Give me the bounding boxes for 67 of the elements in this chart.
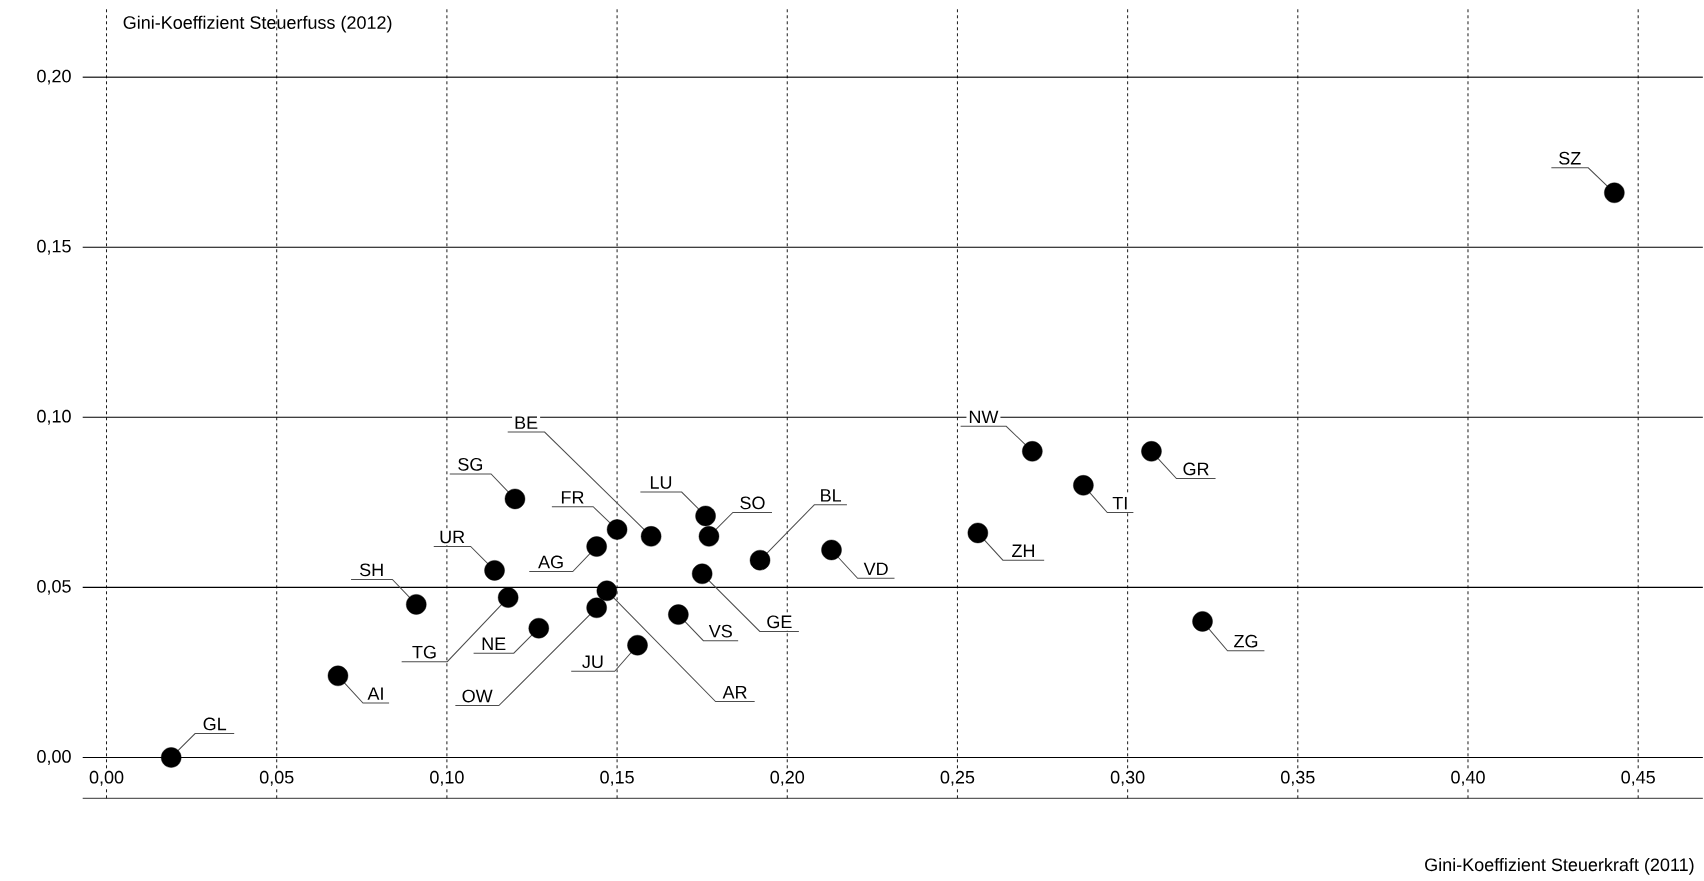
x-tick-label: 0,20 [770,770,805,786]
annotation: SO [740,496,765,510]
annotation: AG [538,555,563,569]
point [327,665,349,687]
x-tick-label: 0,00 [89,770,124,786]
annotation: BE [515,416,538,429]
point [691,563,713,584]
point [596,580,618,601]
annotation: BL [821,489,842,502]
y-axis-title: Gini-Koeffizient Steuerfuss (2012) [123,15,392,33]
point [1604,182,1625,203]
annotation: NW [969,410,999,424]
y-tick-label: 0,05 [37,579,71,595]
x-tick-label: 0,35 [1281,770,1315,786]
annotation: SH [359,563,383,577]
x-tick-label: 0,45 [1621,770,1655,786]
point [749,549,771,571]
point [406,594,427,615]
annotation: UR [440,530,465,544]
annotation: SG [458,457,483,471]
point [606,519,628,540]
x-tick-label: 0,40 [1451,770,1485,786]
point [586,597,607,618]
annotation: ZG [1234,634,1258,648]
annotation: OW [462,689,493,703]
annotation: AR [722,686,747,699]
point [528,618,549,639]
point [967,522,989,544]
annotation: FR [561,491,584,504]
annotation: ZH [1012,544,1034,557]
x-tick-label: 0,25 [940,770,975,786]
point [586,536,607,557]
annotation: JU [582,655,603,669]
point [161,747,182,768]
annotation: GL [203,717,227,731]
x-axis-title: Gini-Koeffizient Steuerkraft (2011) [1425,857,1694,875]
point [484,560,505,581]
annotation: VS [708,624,732,638]
annotation: GR [1183,462,1209,476]
point [1073,475,1094,496]
annotation: NE [482,637,506,651]
y-tick-label: 0,20 [37,69,71,85]
x-tick-label: 0,05 [259,770,294,786]
point [627,635,648,656]
annotation: GE [767,615,792,629]
y-tick-label: 0,15 [37,239,71,255]
annotation: TG [412,645,436,659]
annotation: TI [1112,496,1127,510]
annotation: LU [650,476,672,489]
annotation: AI [367,687,383,700]
x-tick-label: 0,15 [600,770,634,786]
point [821,539,842,561]
point [497,587,519,608]
annotation: SZ [1559,151,1581,165]
point [504,488,526,510]
point [1141,441,1162,462]
annotation: VD [863,562,888,576]
point [695,505,716,527]
y-tick-label: 0,10 [37,409,71,425]
x-tick-label: 0,10 [430,770,464,786]
y-tick-label: 0,00 [37,750,71,765]
point [1192,611,1213,632]
point [640,526,662,547]
point [698,526,720,547]
point [1022,441,1043,462]
point [668,604,689,625]
x-tick-label: 0,30 [1110,770,1145,786]
